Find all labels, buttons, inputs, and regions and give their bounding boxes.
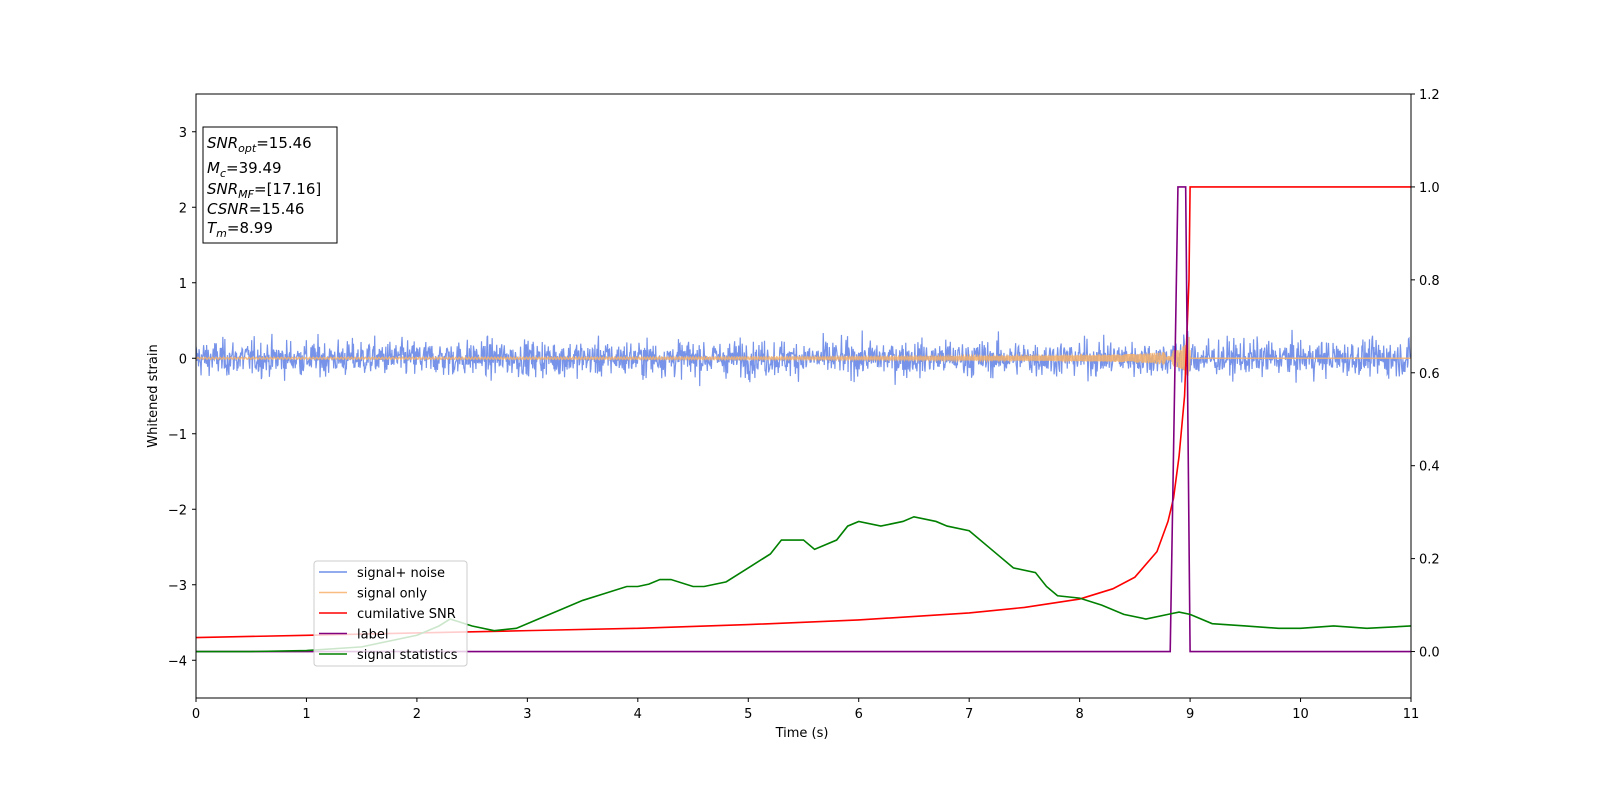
- y-right-tick-label: 0.8: [1419, 274, 1440, 289]
- series-layer: [196, 186, 1411, 653]
- series-signal-noise-line: [196, 329, 1411, 387]
- y-left-tick-label: 2: [179, 201, 187, 216]
- legend-frame: [313, 560, 468, 667]
- y-left-tick-label: 1: [179, 277, 187, 292]
- legend-label: signal+ noise: [357, 566, 445, 581]
- annotation-line: Mc=39.49: [207, 159, 282, 180]
- y-axis-label: Whitened strain: [146, 344, 161, 447]
- y-left-tick-label: 3: [179, 126, 187, 141]
- annotation-box: SNRopt=15.46 Mc=39.49SNRMF=[17.16]CSNR=15…: [202, 126, 338, 244]
- x-tick-label: 9: [1186, 707, 1194, 722]
- series-cumulative-snr-line: [196, 186, 1411, 639]
- legend-label: signal statistics: [357, 648, 458, 663]
- x-tick-label: 7: [965, 707, 973, 722]
- x-tick-label: 5: [744, 707, 752, 722]
- y-left-tick-label: 0: [179, 352, 187, 367]
- x-tick-label: 10: [1292, 707, 1309, 722]
- y-left-tick-label: −3: [168, 579, 187, 594]
- x-tick-label: 3: [523, 707, 531, 722]
- annotation-line: CSNR=15.46: [207, 200, 304, 218]
- x-tick-label: 4: [634, 707, 642, 722]
- plot-frame: [195, 93, 1412, 699]
- y-left-tick-label: −2: [168, 503, 187, 518]
- legend: signal+ noise signal only cumilative SNR la…: [313, 560, 468, 667]
- series-label-line: [196, 186, 1411, 653]
- y-right-tick-label: 0.4: [1419, 460, 1440, 475]
- x-tick-label: 8: [1075, 707, 1083, 722]
- x-tick-label: 6: [855, 707, 863, 722]
- x-axis: 0 1 2 3 4 5 6 7 8 9 10 11: [192, 698, 1419, 722]
- x-axis-label: Time (s): [775, 726, 829, 741]
- y-right-tick-label: 1.2: [1419, 88, 1440, 103]
- y-axis-right: 0.0 0.2 0.4 0.6 0.8 1.0 1.2: [1411, 88, 1440, 661]
- annotation-line: SNRopt=15.46: [207, 134, 312, 155]
- annotation-line: Tm=8.99: [207, 219, 273, 240]
- y-axis-left: −4 −3 −2 −1 0 1 2 3: [168, 126, 196, 669]
- annotation-frame: [202, 126, 338, 244]
- series-signal-only-line: [196, 336, 1411, 377]
- y-right-tick-label: 0.2: [1419, 553, 1440, 568]
- annotation-line: SNRMF=[17.16]: [207, 180, 321, 201]
- legend-label: signal only: [357, 587, 427, 602]
- y-right-tick-label: 1.0: [1419, 181, 1440, 196]
- y-right-tick-label: 0.0: [1419, 646, 1440, 661]
- series-signal-statistics-line: [196, 515, 1411, 653]
- y-right-tick-label: 0.6: [1419, 367, 1440, 382]
- legend-label: cumilative SNR: [357, 607, 456, 622]
- legend-label: label: [357, 628, 388, 643]
- x-tick-label: 2: [413, 707, 421, 722]
- x-tick-label: 11: [1403, 707, 1420, 722]
- y-left-tick-label: −4: [168, 654, 187, 669]
- x-tick-label: 1: [302, 707, 310, 722]
- x-tick-label: 0: [192, 707, 200, 722]
- y-left-tick-label: −1: [168, 428, 187, 443]
